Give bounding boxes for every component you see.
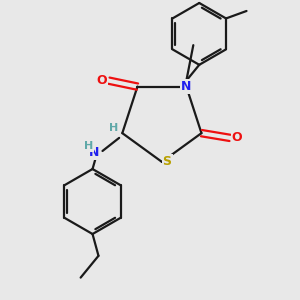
Text: H: H [109, 123, 118, 134]
Text: N: N [181, 80, 191, 93]
Text: O: O [97, 74, 107, 87]
Text: O: O [232, 131, 242, 144]
Text: N: N [89, 146, 99, 160]
Text: S: S [163, 155, 172, 168]
Text: H: H [84, 141, 93, 151]
